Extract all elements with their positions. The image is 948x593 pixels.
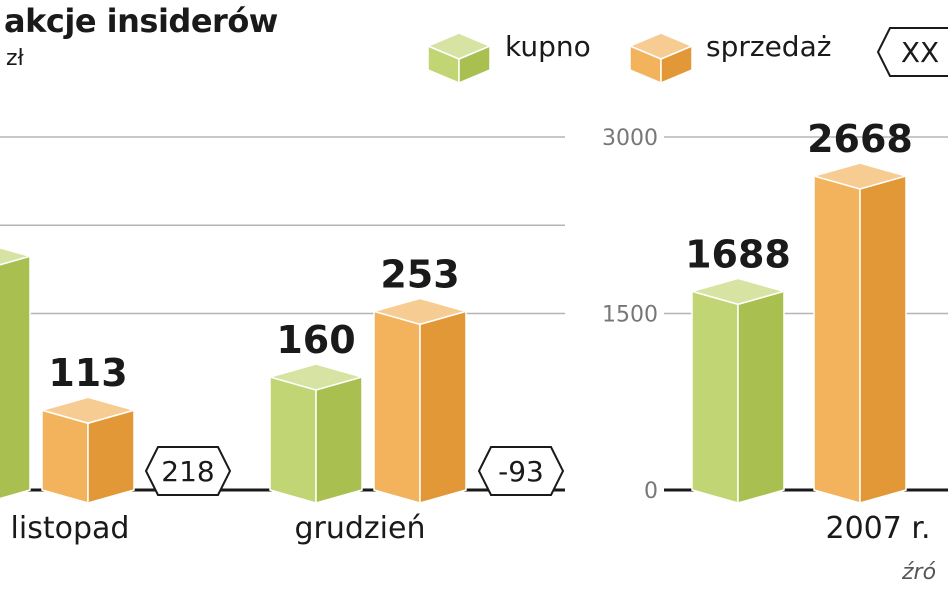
y-tick-label: 3000: [602, 126, 658, 151]
bar-kupno-1-front-right: [315, 376, 363, 504]
legend-swatch-kupno-front-right: [458, 44, 491, 85]
balance-badge-0-frame: [144, 446, 232, 496]
category-label: listopad: [11, 511, 130, 546]
legend-swatch-kupno: [426, 32, 492, 85]
bar-sprzedaz-1: [371, 297, 469, 504]
legend-swatch-sprzedaz: [628, 32, 694, 85]
bar-kupno-1-front-left: [269, 376, 317, 504]
balance-badge-1: -93: [477, 446, 565, 496]
bar-sprzedaz-2007: [811, 162, 909, 504]
balance-badge-0: 218: [144, 446, 232, 496]
legend-balance-badge-frame: [876, 27, 948, 77]
legend-label-sprzedaz: sprzedaż: [706, 30, 832, 63]
bar-kupno-2007: [689, 277, 787, 504]
bar-sprzedaz-1-front-right: [419, 310, 467, 504]
balance-badge-0-text: 218: [161, 455, 214, 488]
legend-balance-badge-text: XX: [901, 36, 939, 69]
legend-balance-badge: XX: [876, 27, 948, 77]
unit-label: zł: [6, 46, 24, 71]
bar-sprzedaz-2007-front-right: [859, 175, 907, 504]
bar-sprzedaz-0: [39, 396, 137, 504]
chart-title: akcje insiderów: [4, 2, 278, 40]
data-label: 2668: [807, 117, 913, 161]
y-tick-label: 0: [644, 479, 658, 504]
bar-sprzedaz-2007-front-left: [813, 175, 861, 504]
balance-badge-1-frame: [477, 446, 565, 496]
data-label: 253: [380, 252, 459, 296]
category-label: grudzień: [295, 511, 426, 546]
bar-sprzedaz-1-front-left: [373, 310, 421, 504]
bar-kupno-0-front-right: [0, 255, 31, 500]
data-label: 160: [276, 318, 355, 362]
data-label: 113: [48, 351, 127, 395]
bar-kupno-1: [267, 363, 365, 504]
bar-kupno-2007-front-right: [737, 290, 785, 504]
bar-kupno-0: [0, 247, 33, 500]
bar-kupno-2007-front-left: [691, 290, 739, 504]
category-label: 2007 r.: [826, 511, 931, 546]
balance-badge-1-text: -93: [498, 455, 544, 488]
source-note: źró: [902, 560, 937, 585]
y-tick-label: 1500: [602, 303, 658, 328]
data-label: 1688: [685, 232, 791, 276]
legend-label-kupno: kupno: [505, 30, 591, 63]
bar-sprzedaz-0-front-right: [87, 409, 135, 504]
legend-swatch-sprzedaz-front-right: [660, 44, 693, 85]
bar-sprzedaz-0-front-left: [41, 409, 89, 504]
